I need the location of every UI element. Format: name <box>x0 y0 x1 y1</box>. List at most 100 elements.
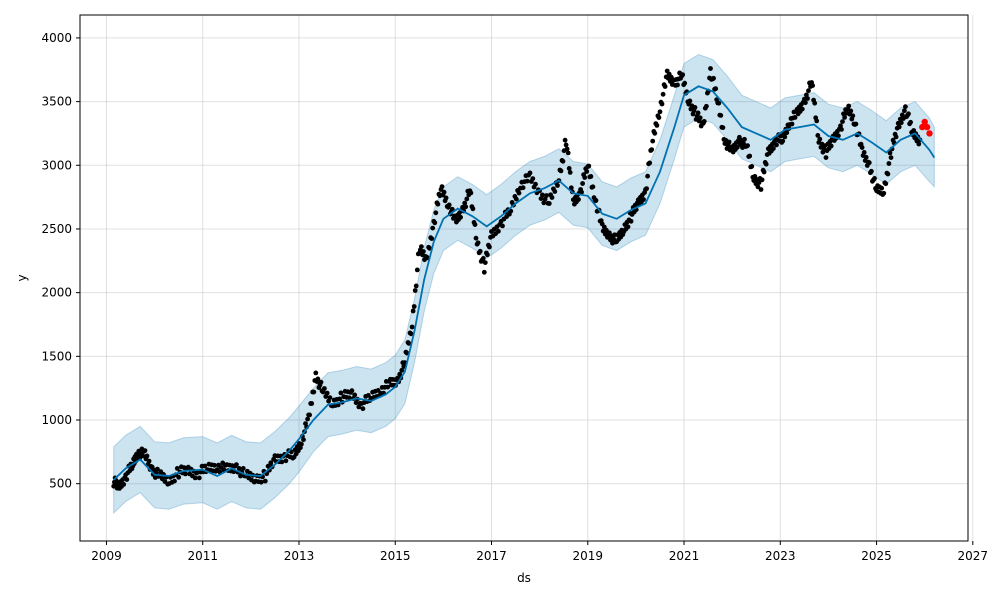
observed-point <box>558 168 564 174</box>
observed-point <box>462 200 468 206</box>
observed-point <box>893 134 899 140</box>
observed-point <box>586 163 592 169</box>
observed-point <box>202 463 208 469</box>
observed-point <box>774 142 779 148</box>
x-tick-label: 2009 <box>91 549 122 563</box>
observed-point <box>299 441 304 447</box>
observed-point <box>902 108 907 114</box>
observed-point <box>487 244 492 250</box>
observed-point <box>588 174 594 179</box>
y-tick-label: 1500 <box>41 349 72 363</box>
observed-point <box>806 88 811 94</box>
observed-point <box>142 448 148 453</box>
y-tick-label: 1000 <box>41 413 72 427</box>
observed-point <box>196 475 202 481</box>
observed-point <box>734 144 740 150</box>
y-tick-label: 4000 <box>41 31 72 45</box>
observed-point <box>747 153 753 159</box>
observed-point <box>839 126 844 132</box>
observed-point <box>313 370 319 376</box>
observed-point <box>538 196 544 202</box>
grid-lines <box>80 15 974 541</box>
observed-point <box>433 210 439 216</box>
observed-point <box>903 104 908 110</box>
observed-point <box>412 288 418 293</box>
observed-point <box>720 125 726 130</box>
observed-point <box>410 308 416 314</box>
observed-point <box>649 147 655 153</box>
observed-point <box>464 196 470 202</box>
observed-point <box>468 190 474 196</box>
observed-point <box>713 86 719 92</box>
observed-point <box>749 164 755 169</box>
observed-point <box>346 395 352 401</box>
forecast-line <box>113 85 936 481</box>
observed-point <box>817 136 823 142</box>
recent-point <box>923 123 931 131</box>
observed-point <box>579 189 584 195</box>
y-tick-label: 3000 <box>41 158 72 172</box>
observed-point <box>584 169 590 174</box>
observed-point <box>568 185 574 191</box>
observed-point <box>268 460 274 466</box>
observed-point <box>885 171 891 177</box>
forecast-yhat-line <box>113 85 936 481</box>
x-tick-label: 2027 <box>958 549 989 563</box>
observed-point <box>172 478 177 484</box>
observed-point <box>432 220 438 226</box>
observed-point <box>385 384 391 390</box>
observed-point <box>659 101 665 107</box>
observed-point <box>513 196 519 202</box>
observed-point <box>315 376 321 382</box>
observed-point <box>470 206 476 212</box>
x-tick-label: 2011 <box>187 549 218 563</box>
observed-point <box>660 91 666 97</box>
observed-point <box>726 139 732 145</box>
observed-point <box>414 267 420 273</box>
observed-point <box>121 482 127 487</box>
observed-point <box>560 158 566 164</box>
observed-points <box>111 66 923 491</box>
observed-point <box>641 197 646 202</box>
observed-point <box>309 401 315 406</box>
observed-point <box>645 173 650 179</box>
observed-point <box>301 437 306 443</box>
observed-point <box>628 218 634 224</box>
observed-point <box>562 137 568 143</box>
observed-point <box>842 115 847 120</box>
observed-point <box>533 181 538 187</box>
observed-point <box>815 133 821 138</box>
observed-point <box>896 124 902 130</box>
observed-point <box>697 115 703 121</box>
observed-point <box>443 195 449 201</box>
observed-point <box>644 186 649 192</box>
observed-point <box>906 111 911 117</box>
observed-point <box>408 331 414 337</box>
y-axis-label: y <box>15 274 29 281</box>
observed-point <box>863 154 869 160</box>
observed-point <box>840 119 845 124</box>
observed-point <box>411 304 417 309</box>
observed-point <box>576 197 581 202</box>
observed-point <box>430 225 436 231</box>
observed-point <box>799 106 805 112</box>
observed-point <box>682 80 688 86</box>
observed-point <box>883 181 889 187</box>
observed-point <box>657 109 663 115</box>
observed-point <box>421 249 426 254</box>
observed-point <box>449 206 455 212</box>
x-tick-label: 2013 <box>284 549 315 563</box>
observed-point <box>262 478 268 484</box>
observed-point <box>435 201 441 207</box>
recent-points <box>919 118 933 137</box>
observed-point <box>555 183 560 188</box>
observed-point <box>763 161 769 167</box>
observed-point <box>771 146 776 151</box>
observed-point <box>524 178 530 184</box>
y-tick-label: 500 <box>49 477 72 491</box>
observed-point <box>888 155 894 161</box>
y-tick-label: 2500 <box>41 222 72 236</box>
uncertainty-band <box>113 53 935 515</box>
observed-point <box>582 175 588 180</box>
observed-point <box>338 390 344 396</box>
